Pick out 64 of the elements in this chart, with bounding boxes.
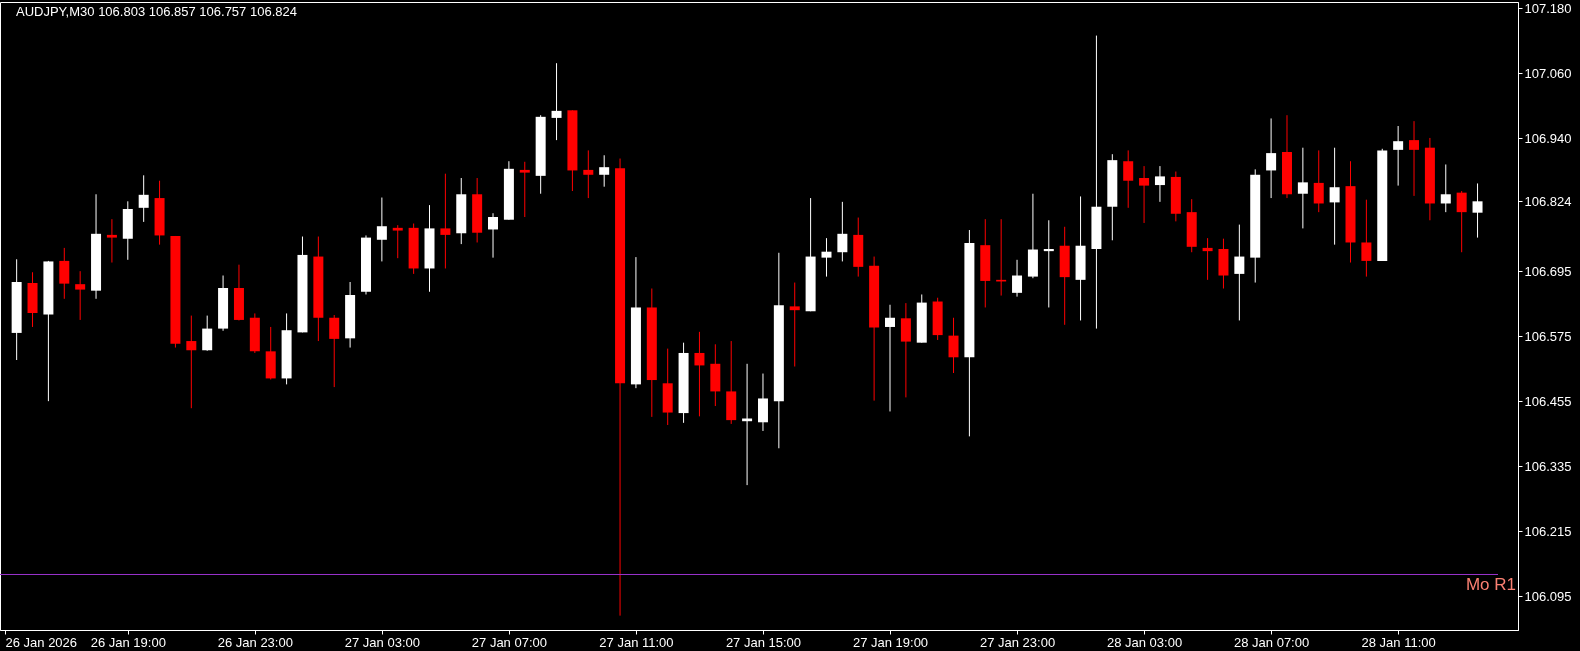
y-tick-label: 106.095	[1524, 588, 1572, 604]
x-tick-label: 27 Jan 15:00	[725, 634, 802, 650]
candlestick	[1266, 117, 1277, 199]
candlestick	[1123, 149, 1134, 209]
candlestick	[1313, 149, 1324, 213]
candlestick	[75, 270, 86, 321]
y-tick-label: 106.940	[1524, 130, 1572, 146]
x-tick-label: 27 Jan 03:00	[344, 634, 420, 650]
candlestick	[488, 212, 499, 259]
candlestick	[519, 161, 530, 218]
x-tick-label: 28 Jan 11:00	[1361, 634, 1436, 650]
y-tick-label: 106.335	[1524, 458, 1572, 474]
y-tick-label: 106.575	[1524, 328, 1572, 344]
candlestick	[948, 317, 959, 374]
candlestick	[1234, 224, 1245, 321]
candlestick	[1329, 147, 1340, 246]
candlestick	[440, 173, 451, 269]
candlestick	[1202, 237, 1213, 281]
y-tick-label: 106.455	[1524, 393, 1572, 409]
candlestick	[202, 315, 213, 352]
y-tick-label: 106.824	[1524, 193, 1572, 209]
candlestick	[1393, 125, 1404, 187]
x-tick-label: 27 Jan 23:00	[979, 634, 1056, 650]
candlestick	[186, 315, 197, 409]
candlestick	[694, 331, 705, 417]
chart-title: AUDJPY,M30 106.803 106.857 106.757 106.824	[16, 4, 297, 19]
candlestick	[789, 282, 800, 368]
candlestick	[59, 247, 70, 300]
y-tick-label: 107.060	[1524, 65, 1572, 81]
candlestick	[1043, 219, 1054, 308]
candlestick	[1472, 182, 1483, 239]
candlestick	[551, 62, 562, 141]
candlestick	[376, 197, 387, 262]
candlestick	[599, 154, 610, 188]
candlestick	[329, 314, 340, 388]
ref-line-label: Mo R1	[1465, 575, 1516, 595]
x-tick-label: 26 Jan 23:00	[217, 634, 293, 650]
candlestick	[392, 224, 403, 259]
candlestick	[1139, 165, 1150, 224]
x-tick-label: 27 Jan 07:00	[471, 634, 547, 650]
candlestick	[583, 149, 594, 199]
candlestick	[1361, 199, 1372, 278]
candlestick	[106, 218, 117, 264]
candlestick	[1154, 165, 1165, 203]
candlestick	[1297, 147, 1308, 229]
candlestick	[757, 373, 768, 432]
candlestick	[1440, 163, 1451, 213]
candlestick	[837, 201, 848, 262]
candlestick	[1409, 120, 1420, 197]
y-tick-label: 107.180	[1524, 1, 1572, 16]
candlestick	[1012, 259, 1023, 298]
y-tick-label: 106.695	[1524, 263, 1572, 279]
x-tick-label: 28 Jan 03:00	[1106, 634, 1183, 650]
x-tick-label: 28 Jan 07:00	[1234, 634, 1310, 650]
x-tick-label: 26 Jan 19:00	[90, 634, 166, 650]
candlestick	[138, 174, 149, 223]
candlestick	[1456, 190, 1467, 253]
candlestick	[821, 237, 832, 278]
x-tick-label: 26 Jan 2026	[5, 634, 78, 650]
candlestick	[885, 304, 895, 412]
x-tick-label: 27 Jan 19:00	[852, 634, 929, 650]
y-tick-label: 106.215	[1524, 523, 1572, 539]
candlestick	[900, 302, 911, 398]
x-tick-label: 27 Jan 11:00	[599, 634, 674, 650]
